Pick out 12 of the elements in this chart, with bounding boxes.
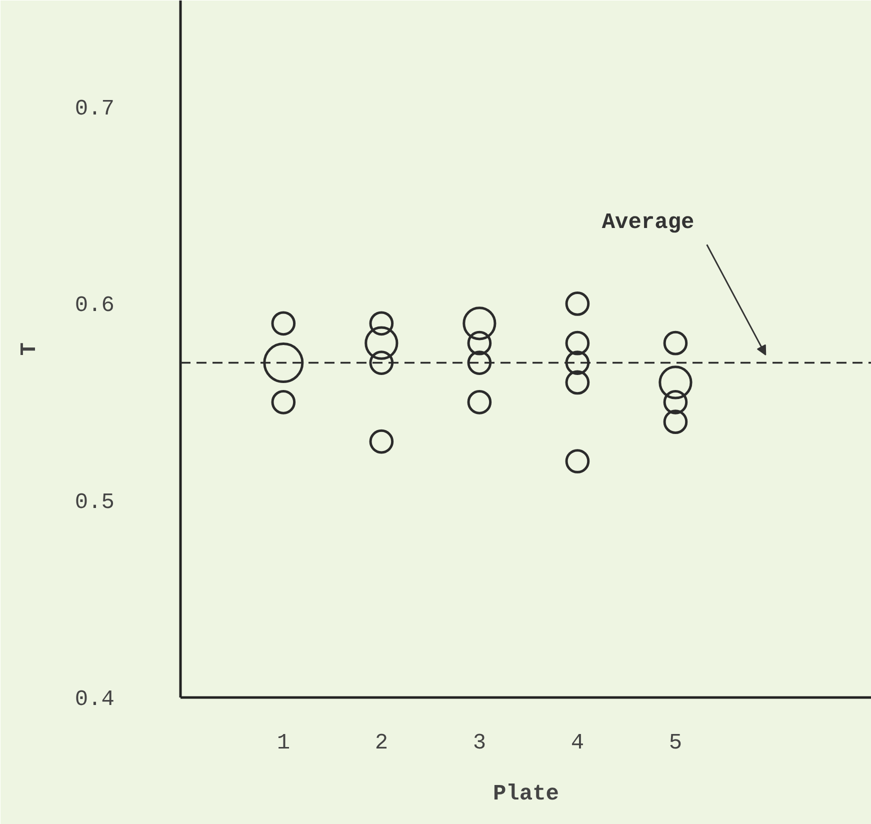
x-tick-label: 1 xyxy=(276,730,290,756)
ref-line-label: Average xyxy=(602,210,694,235)
y-tick-label: 0.4 xyxy=(74,687,115,712)
y-axis-title: T xyxy=(16,342,42,356)
x-tick-label: 2 xyxy=(374,730,388,756)
y-tick-label: 0.7 xyxy=(74,96,115,122)
x-tick-label: 3 xyxy=(472,730,486,756)
x-tick-label: 4 xyxy=(570,730,584,756)
x-tick-label: 5 xyxy=(668,730,682,756)
y-tick-label: 0.6 xyxy=(74,293,115,318)
x-axis-title: Plate xyxy=(492,782,560,806)
y-tick-label: 0.5 xyxy=(74,490,115,516)
